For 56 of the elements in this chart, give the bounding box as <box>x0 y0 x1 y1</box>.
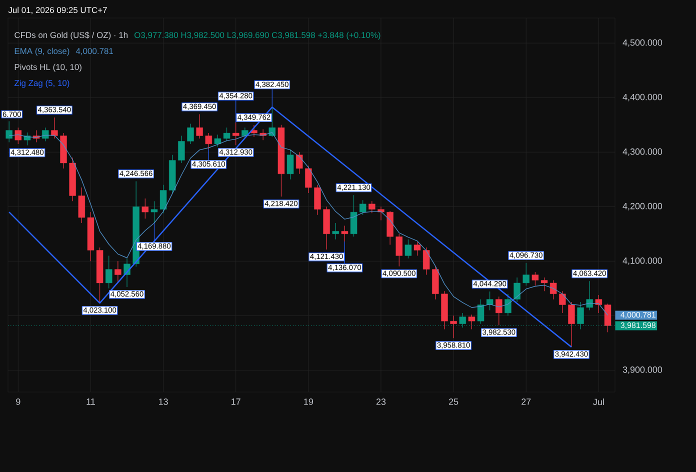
candlestick <box>468 314 476 330</box>
candlestick <box>486 291 494 311</box>
candlestick <box>368 200 376 214</box>
x-tick-label: 27 <box>522 398 531 405</box>
x-tick-label: 17 <box>232 398 240 405</box>
candlestick <box>205 132 212 150</box>
candlestick <box>396 234 402 267</box>
candlestick <box>504 294 512 316</box>
x-tick-label: 9 <box>16 398 20 405</box>
x-tick-label: 19 <box>304 398 313 405</box>
y-tick-label: 4,200.000 <box>622 202 662 210</box>
candlestick <box>187 123 194 144</box>
x-tick-label: Jul <box>593 398 604 406</box>
candlestick <box>6 120 12 143</box>
candlestick <box>78 187 86 224</box>
candlestick <box>314 184 321 216</box>
candlestick <box>586 280 593 311</box>
y-tick-label: 4,400.000 <box>622 94 662 102</box>
candlestick <box>404 239 412 259</box>
x-tick-label: 25 <box>449 398 458 405</box>
candlestick <box>106 255 112 289</box>
x-tick-label: 11 <box>86 398 95 405</box>
text: Zig Zag (5, 10) <box>14 80 70 88</box>
annotation: 4,000.781 <box>76 48 113 56</box>
candlestick <box>496 296 502 326</box>
candlestick <box>568 302 575 348</box>
text: CFDs on Gold (US$ / OZ) · 1h <box>14 32 128 40</box>
candlestick <box>286 149 294 180</box>
candlestick <box>305 165 312 194</box>
x-tick-label: 13 <box>158 398 168 405</box>
candlestick <box>477 299 484 324</box>
text: EMA (9, close) <box>14 48 70 56</box>
candlestick <box>359 200 366 216</box>
candlestick <box>514 277 520 302</box>
candlestick <box>522 262 530 286</box>
y-tick-label: 4,500.000 <box>622 39 662 47</box>
candlestick <box>14 127 22 144</box>
x-tick-label: 23 <box>376 398 386 405</box>
candlestick <box>196 114 203 139</box>
y-tick-label: 3,900.000 <box>622 366 662 374</box>
text: O3,977.380 H3,982.500 L3,969.690 C3,981.598 +3.848 (+0.10%) <box>134 32 380 40</box>
candlestick <box>242 127 248 139</box>
candlestick <box>142 198 149 219</box>
annotation: Pivots HL (10, 10) <box>14 64 82 72</box>
candlestick <box>51 117 58 139</box>
candlestick <box>296 152 303 174</box>
y-tick-label: 4,100.000 <box>622 257 662 265</box>
text: Jul 01, 2026 09:25 UTC+7 <box>8 6 107 14</box>
candlestick <box>114 260 122 282</box>
candlestick <box>559 290 566 314</box>
y-tick-label: 4,300.000 <box>622 148 662 156</box>
candlestick <box>350 194 358 237</box>
candlestick <box>450 315 457 338</box>
candlestick <box>42 127 49 142</box>
candlestick <box>332 222 339 240</box>
candlestick <box>178 135 185 164</box>
